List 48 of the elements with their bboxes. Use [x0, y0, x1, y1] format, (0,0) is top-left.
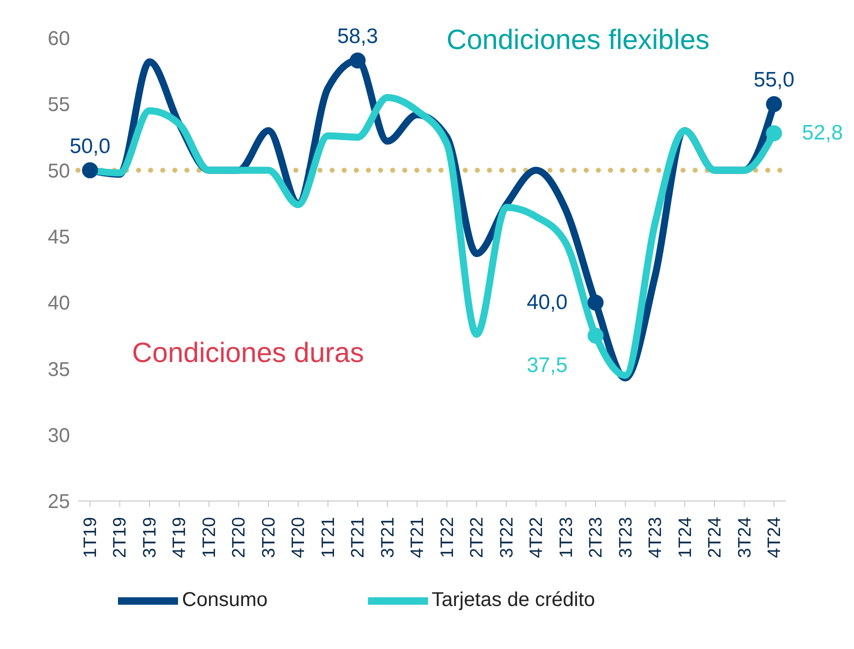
x-tick-label: 3T19 [139, 517, 160, 558]
data-label: 50,0 [70, 134, 110, 158]
legend-label: Consumo [182, 589, 268, 612]
point [588, 294, 604, 311]
legend-label: Tarjetas de crédito [432, 589, 596, 612]
y-tick-label: 40 [48, 292, 70, 315]
x-tick-label: 3T20 [258, 517, 278, 558]
x-tick-label: 1T24 [674, 517, 695, 558]
annotation: Condiciones flexibles [446, 24, 710, 56]
x-tick-label: 2T24 [704, 517, 725, 558]
x-tick-label: 4T24 [764, 517, 784, 558]
x-tick-label: 2T21 [348, 517, 368, 558]
x-tick-label: 3T21 [377, 517, 398, 558]
x-tick-label: 1T19 [80, 517, 100, 558]
annotation: Condiciones duras [132, 337, 364, 369]
y-tick-label: 25 [48, 491, 70, 514]
point [350, 52, 366, 68]
y-tick-label: 30 [48, 424, 70, 447]
x-tick-label: 2T22 [466, 517, 487, 558]
x-tick-label: 4T19 [169, 517, 190, 558]
x-tick-label: 2T20 [228, 517, 249, 558]
y-tick-label: 50 [48, 160, 70, 182]
x-tick-label: 1T21 [318, 517, 338, 558]
x-tick-label: 4T22 [526, 517, 546, 558]
x-tick-label: 1T23 [556, 517, 576, 558]
data-label: 52,8 [802, 122, 843, 145]
x-tick-label: 4T23 [645, 517, 666, 558]
x-tick-label: 2T19 [110, 517, 130, 558]
point [588, 328, 604, 344]
data-label: 40,0 [526, 291, 568, 314]
x-tick-label: 2T23 [586, 517, 606, 558]
point [766, 125, 782, 142]
point [766, 96, 782, 112]
x-tick-label: 4T21 [407, 517, 428, 558]
x-tick-label: 1T22 [436, 517, 457, 558]
x-tick-label: 3T24 [734, 517, 754, 558]
point [82, 162, 98, 178]
y-tick-label: 45 [48, 226, 70, 249]
data-label: 58,3 [337, 24, 378, 48]
x-tick-label: 1T20 [198, 517, 219, 558]
y-tick-label: 60 [48, 28, 70, 50]
data-label: 37,5 [526, 354, 568, 378]
x-tick-label: 3T22 [496, 517, 516, 558]
data-label: 55,0 [754, 68, 794, 92]
y-tick-label: 55 [48, 94, 70, 116]
y-tick-label: 35 [48, 358, 70, 381]
x-tick-label: 3T23 [615, 517, 636, 558]
x-tick-label: 4T20 [288, 517, 308, 558]
